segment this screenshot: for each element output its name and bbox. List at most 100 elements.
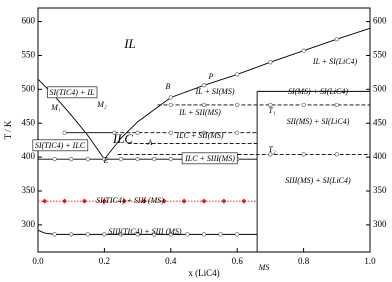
annotation-box (181, 152, 238, 165)
annotation: IL + SI(MS) (194, 87, 234, 96)
data-point (235, 102, 240, 108)
annotation: E (103, 156, 109, 165)
annotation: M₁ (50, 103, 61, 112)
annotation: T₁ (268, 106, 275, 115)
y2-tick-label: 500 (373, 83, 387, 93)
data-point (112, 130, 117, 135)
data-point (52, 232, 57, 237)
y2-tick-label: 400 (373, 151, 387, 161)
y-tick-label: 500 (22, 83, 36, 93)
data-point (334, 152, 339, 157)
data-point (201, 83, 207, 88)
x-tick-label: 1.0 (364, 256, 376, 266)
red-point (62, 198, 68, 204)
annotation: B (166, 82, 171, 91)
annotation: SI(TIC4) + ILC (35, 141, 86, 150)
annotation: SII(MS) + SI(LiC4) (287, 117, 350, 126)
y-tick-label: 450 (22, 117, 36, 127)
data-point (235, 72, 240, 77)
y2-tick-label: 300 (373, 219, 387, 229)
phase-line (104, 27, 371, 160)
annotation-box (32, 139, 89, 152)
annotation: M₂ (96, 100, 107, 109)
y-tick-label: 350 (22, 185, 36, 195)
data-point (201, 130, 207, 135)
red-point (101, 198, 107, 204)
data-point (334, 102, 339, 108)
data-point (235, 130, 240, 135)
data-point (268, 102, 273, 108)
data-point (85, 232, 90, 237)
data-point (334, 37, 339, 42)
annotation: IL (123, 36, 136, 51)
data-point (301, 152, 306, 157)
data-point (152, 157, 157, 162)
data-point (168, 102, 173, 108)
data-point (201, 232, 207, 237)
x-tick-label: 0.6 (232, 256, 244, 266)
x-tick-label: 0.2 (99, 256, 110, 266)
x-tick-label: 0.8 (298, 256, 310, 266)
data-point (152, 232, 157, 237)
y2-tick-label: 550 (373, 50, 387, 60)
red-point (161, 198, 167, 204)
annotation: T₂ (268, 145, 275, 154)
x-tick-label: 0.0 (32, 256, 44, 266)
annotation: ILC + SII(MS) (175, 131, 224, 140)
annotation: P (208, 72, 214, 81)
x-tick-label: 0.4 (165, 256, 177, 266)
y-tick-label: 300 (22, 219, 36, 229)
y2-tick-label: 600 (373, 16, 387, 26)
data-point (52, 157, 57, 162)
annotation: ILC (112, 131, 134, 146)
data-point (235, 232, 240, 237)
annotation: IL + SI(LiC4) (312, 57, 358, 66)
data-point (69, 157, 74, 162)
annotation: MS (258, 263, 270, 272)
data-point (168, 157, 173, 162)
data-point (135, 232, 140, 237)
annotation: ILC + SIII(MS) (184, 154, 235, 163)
annotation: IL + SII(MS) (178, 108, 221, 117)
data-point (168, 130, 173, 135)
annotation: SI(MS) + SI(LiC4) (288, 87, 348, 96)
annotation: SIII(TIC4) + SIII (MS) (108, 227, 181, 236)
y-axis-label: T / K (3, 120, 13, 139)
red-point (181, 198, 187, 204)
data-point (185, 232, 190, 237)
red-point (141, 198, 147, 204)
data-point (301, 48, 306, 53)
y2-tick-label: 450 (373, 117, 387, 127)
data-point (168, 232, 173, 237)
annotation: A (147, 138, 153, 147)
data-point (102, 232, 107, 237)
data-point (62, 130, 67, 135)
data-point (135, 157, 140, 162)
data-point (268, 60, 273, 65)
red-point (201, 198, 207, 204)
plot-frame (37, 7, 371, 253)
annotation: SIII(MS) + SI(LiC4) (285, 176, 351, 185)
data-point (268, 152, 273, 157)
data-point (118, 232, 124, 237)
annotation: SI(TIC4) + IL (50, 88, 96, 97)
data-point (102, 157, 107, 162)
red-point (42, 198, 48, 204)
annotation-box (47, 86, 98, 99)
y-tick-label: 400 (22, 151, 36, 161)
data-point (168, 95, 173, 100)
red-point (241, 198, 247, 204)
annotation: SI(TIC4) + SIII (MS) (96, 196, 164, 205)
data-point (135, 130, 140, 135)
red-point (221, 198, 227, 204)
y-tick-label: 600 (22, 16, 36, 26)
x-axis-label: x (LiC4) (188, 268, 219, 278)
y-tick-label: 550 (22, 50, 36, 60)
data-point (85, 157, 90, 162)
red-point (81, 198, 87, 204)
data-point (301, 102, 306, 108)
data-point (118, 157, 124, 162)
data-point (218, 232, 223, 237)
data-point (201, 102, 207, 108)
